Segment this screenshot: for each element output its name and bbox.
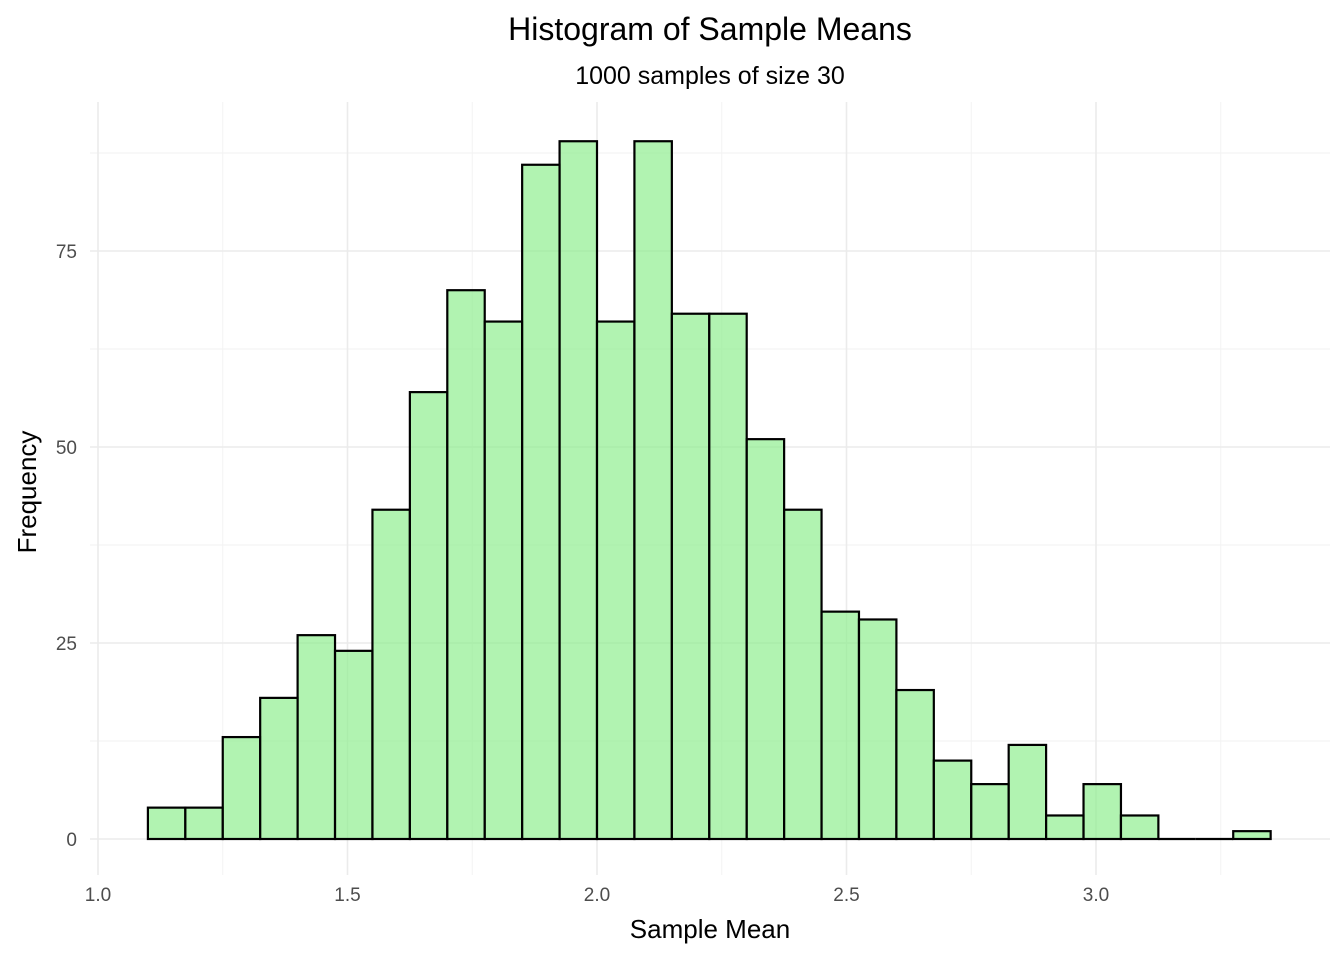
histogram-bar bbox=[1082, 783, 1123, 841]
histogram-bar bbox=[1007, 743, 1048, 841]
x-tick-label: 1.0 bbox=[85, 885, 111, 906]
y-tick-label: 0 bbox=[66, 830, 77, 851]
histogram-bar bbox=[558, 140, 599, 841]
histogram-bar bbox=[595, 320, 636, 841]
histogram-bar bbox=[184, 806, 224, 841]
histogram-bar bbox=[259, 696, 299, 841]
histogram-bar bbox=[296, 634, 337, 841]
histogram-bar bbox=[371, 508, 411, 841]
histogram-bar bbox=[932, 759, 973, 841]
histogram-bar bbox=[895, 688, 935, 841]
x-axis-title: Sample Mean bbox=[630, 914, 790, 944]
histogram-bar bbox=[1044, 814, 1085, 841]
histogram-bar bbox=[483, 320, 524, 841]
chart-title: Histogram of Sample Means bbox=[508, 11, 912, 47]
histogram-bar bbox=[446, 289, 486, 841]
histogram-bar bbox=[670, 312, 711, 841]
histogram-bar bbox=[221, 735, 262, 841]
histogram-bar bbox=[521, 163, 561, 841]
histogram-bar bbox=[408, 391, 449, 841]
x-tick-label: 2.0 bbox=[584, 885, 610, 906]
chart-subtitle: 1000 samples of size 30 bbox=[575, 62, 845, 90]
histogram-bar bbox=[970, 783, 1010, 841]
histogram-bar bbox=[745, 438, 786, 841]
axis-tick-labels: 1.0 1.5 2.0 2.5 3.0 0 25 50 75 bbox=[56, 242, 1109, 906]
histogram-bar bbox=[820, 610, 861, 841]
histogram-bar bbox=[783, 508, 823, 841]
x-tick-label: 3.0 bbox=[1083, 885, 1109, 906]
histogram-bar bbox=[633, 140, 673, 841]
x-tick-label: 2.5 bbox=[833, 885, 859, 906]
histogram-bar bbox=[857, 618, 898, 841]
y-tick-label: 25 bbox=[56, 634, 77, 655]
histogram-bar bbox=[333, 649, 374, 841]
y-tick-label: 75 bbox=[56, 242, 77, 263]
histogram-bars bbox=[146, 140, 1272, 841]
histogram-bar bbox=[1119, 814, 1160, 841]
y-tick-label: 50 bbox=[56, 438, 77, 459]
histogram-bar bbox=[146, 806, 187, 841]
y-axis-title: Frequency bbox=[12, 431, 42, 554]
histogram-bar bbox=[708, 312, 748, 841]
histogram-bar bbox=[1232, 830, 1272, 841]
x-tick-label: 1.5 bbox=[334, 885, 360, 906]
